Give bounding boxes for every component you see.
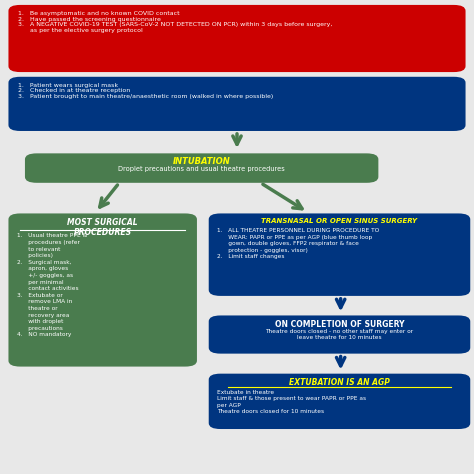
- Text: Theatre doors closed - no other staff may enter or
leave theatre for 10 minutes: Theatre doors closed - no other staff ma…: [265, 329, 413, 340]
- Text: Extubate in theatre
Limit staff & those present to wear PAPR or PPE as
per AGP
T: Extubate in theatre Limit staff & those …: [217, 390, 366, 414]
- Text: TRANSNASAL OR OPEN SINUS SURGERY: TRANSNASAL OR OPEN SINUS SURGERY: [262, 218, 418, 224]
- Text: Droplet precautions and usual theatre procedures: Droplet precautions and usual theatre pr…: [118, 166, 285, 173]
- FancyBboxPatch shape: [209, 316, 470, 354]
- Text: 1.   Usual theatre PPE &
      procedures (refer
      to relevant
      policie: 1. Usual theatre PPE & procedures (refer…: [17, 234, 87, 337]
- FancyBboxPatch shape: [9, 77, 465, 131]
- Text: MOST SURGICAL
PROCEDURES: MOST SURGICAL PROCEDURES: [67, 218, 138, 237]
- FancyBboxPatch shape: [9, 5, 465, 72]
- FancyBboxPatch shape: [209, 374, 470, 429]
- Text: 1.   Patient wears surgical mask
2.   Checked in at theatre reception
3.   Patie: 1. Patient wears surgical mask 2. Checke…: [18, 82, 273, 99]
- Text: EXTUBATION IS AN AGP: EXTUBATION IS AN AGP: [289, 378, 390, 387]
- FancyBboxPatch shape: [25, 154, 378, 183]
- Text: 1.   ALL THEATRE PERSONNEL DURING PROCEDURE TO
      WEAR: PAPR or PPE as per AG: 1. ALL THEATRE PERSONNEL DURING PROCEDUR…: [217, 228, 380, 259]
- FancyBboxPatch shape: [209, 213, 470, 296]
- FancyBboxPatch shape: [9, 213, 197, 366]
- Text: INTUBATION: INTUBATION: [173, 157, 230, 166]
- Text: 1.   Be asymptomatic and no known COVID contact
2.   Have passed the screening q: 1. Be asymptomatic and no known COVID co…: [18, 11, 332, 33]
- Text: ON COMPLETION OF SURGERY: ON COMPLETION OF SURGERY: [275, 319, 404, 328]
